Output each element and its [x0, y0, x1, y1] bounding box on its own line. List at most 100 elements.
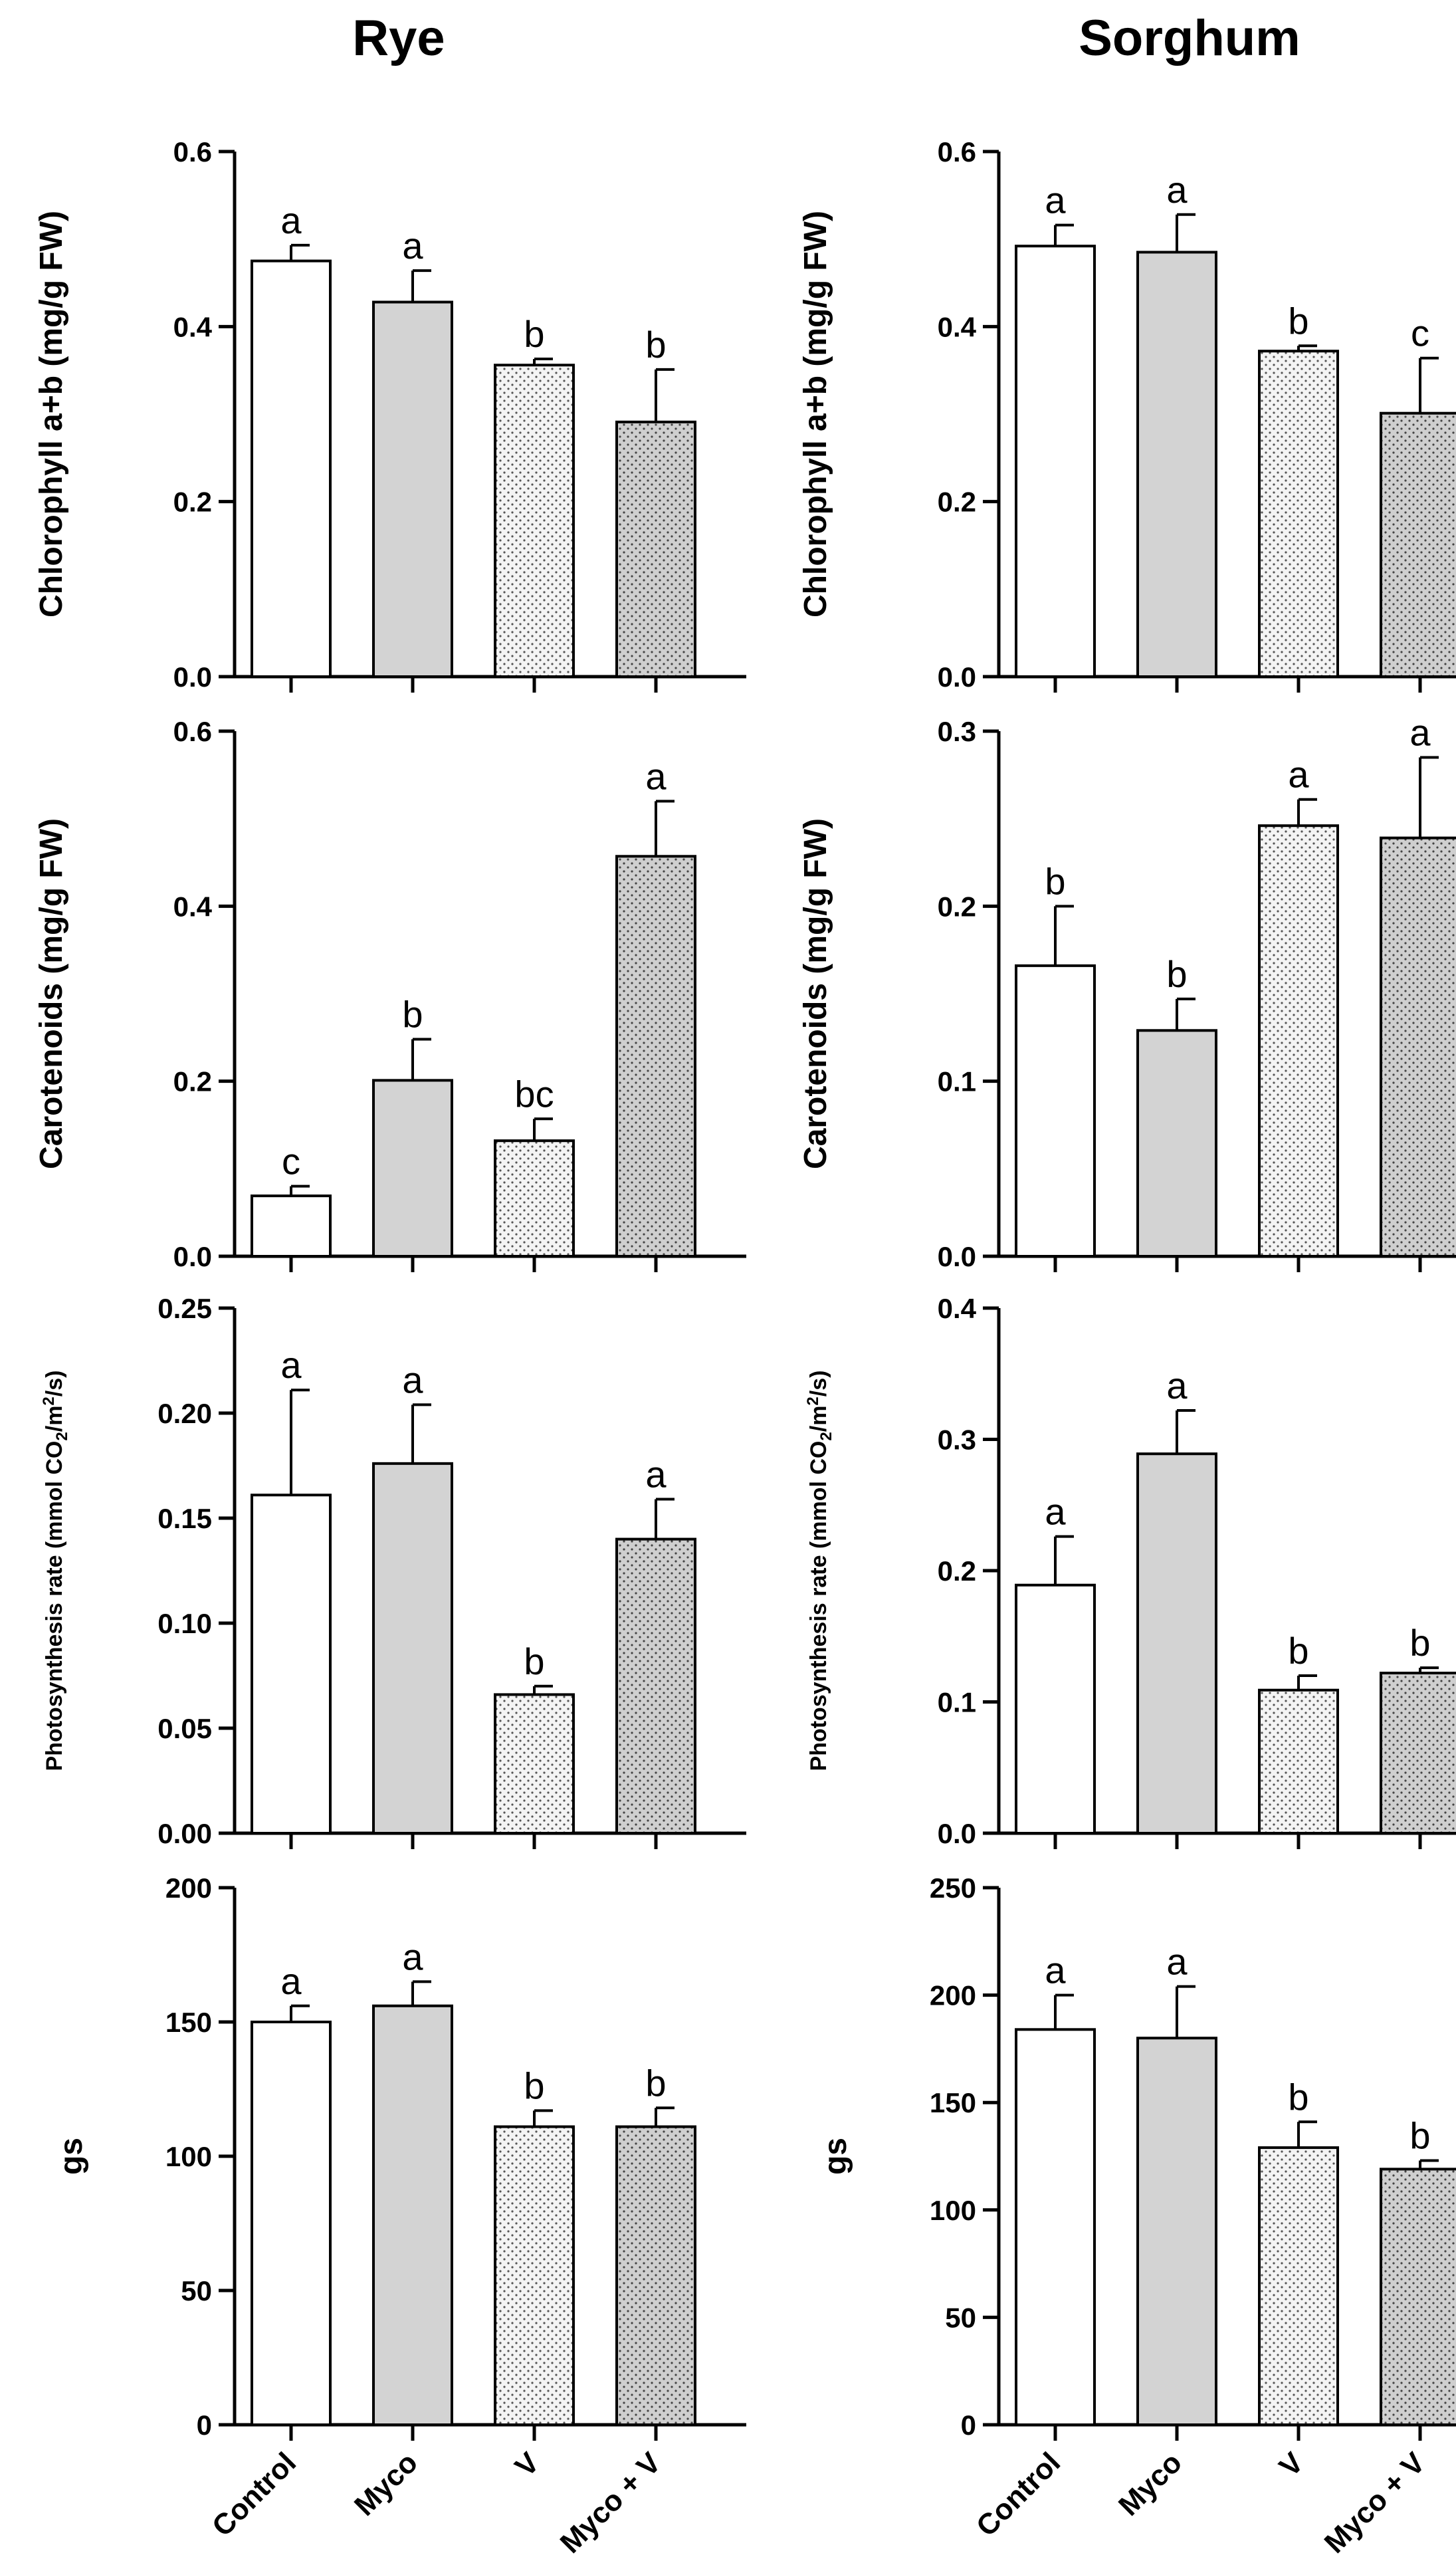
x-category-label: Myco — [1112, 2446, 1188, 2522]
bar-control — [1015, 1583, 1096, 1835]
y-tick-label: 0.0 — [173, 661, 212, 693]
bar-myco-v — [615, 2125, 696, 2427]
significance-letter: a — [1166, 1941, 1188, 1983]
bar-myco-v — [1380, 836, 1456, 1258]
significance-letter: bc — [514, 1073, 554, 1115]
x-category-label: Control — [970, 2446, 1067, 2542]
significance-letter: b — [645, 324, 666, 366]
panel-rye-photosynthesis: 0.00 0.05 0.10 0.15 0.20 0.25 Photosynthesis r… — [40, 1293, 746, 1849]
y-tick-label: 0.0 — [938, 661, 976, 693]
significance-letter: a — [280, 1344, 302, 1386]
y-tick-label: 0.2 — [173, 1066, 212, 1097]
x-category-label: Myco — [348, 2446, 424, 2522]
bar-control — [1015, 2028, 1096, 2426]
y-tick-label: 0.3 — [938, 1424, 976, 1456]
y-axis-label-sup: 2 — [40, 1396, 58, 1405]
significance-letter: b — [402, 993, 423, 1035]
significance-letter: a — [280, 199, 302, 241]
bar-myco-v — [615, 855, 696, 1258]
significance-letter: b — [524, 313, 544, 355]
bar-myco-v — [615, 420, 696, 678]
x-category-label: Myco + V — [554, 2446, 668, 2560]
y-axis-label-part: /m — [806, 1406, 831, 1432]
significance-letter: c — [1411, 312, 1429, 354]
y-tick-label: 50 — [945, 2302, 976, 2333]
y-axis-label-part: /m — [42, 1406, 67, 1432]
y-tick-label: 150 — [165, 2007, 212, 2038]
bar-myco — [372, 1462, 453, 1835]
y-tick-label: 250 — [930, 1872, 976, 1904]
y-tick-label: 200 — [930, 1980, 976, 2011]
y-axis-label: Carotenoids (mg/g FW) — [798, 818, 833, 1169]
bar-control — [1015, 964, 1096, 1258]
y-axis-label: gs — [54, 2138, 89, 2175]
significance-letter: a — [1166, 169, 1188, 211]
bar-myco — [372, 2004, 453, 2426]
y-axis-label: Chlorophyll a+b (mg/g FW) — [34, 211, 69, 617]
significance-letter: a — [1166, 1365, 1188, 1406]
bar-myco-v — [1380, 1672, 1456, 1835]
y-tick-label: 0.0 — [173, 1241, 212, 1272]
y-tick-label: 0.05 — [157, 1713, 212, 1744]
significance-letter: b — [524, 1640, 544, 1682]
bar-v — [1258, 824, 1339, 1258]
significance-letter: a — [402, 225, 423, 267]
y-tick-label: 0 — [961, 2409, 976, 2441]
y-tick-label: 0 — [197, 2409, 212, 2441]
y-tick-label: 0.6 — [938, 136, 976, 168]
bar-v — [494, 1139, 575, 1258]
y-tick-label: 200 — [165, 1872, 212, 1904]
y-tick-label: 100 — [930, 2195, 976, 2226]
y-tick-label: 0.10 — [157, 1608, 212, 1639]
bar-myco — [1136, 1029, 1217, 1258]
y-tick-label: 100 — [165, 2141, 212, 2172]
bar-control — [251, 1494, 332, 1835]
y-tick-label: 150 — [930, 2087, 976, 2118]
y-axis-label-part: /s) — [42, 1371, 67, 1397]
y-tick-label: 0.2 — [938, 891, 976, 922]
x-category-label: V — [1273, 2446, 1310, 2483]
panel-sorghum-carotenoids: 0.0 0.1 0.2 0.3 Carotenoids (mg/g FW) b b a a — [798, 712, 1456, 1272]
y-tick-label: 50 — [181, 2275, 212, 2306]
significance-letter: b — [1288, 2076, 1308, 2118]
y-tick-label: 0.1 — [938, 1687, 976, 1718]
bar-myco-v — [1380, 2168, 1456, 2427]
y-tick-label: 0.0 — [938, 1818, 976, 1849]
y-axis-label-part: Photosynthesis rate (mmol CO — [42, 1441, 67, 1771]
y-tick-label: 0.20 — [157, 1398, 212, 1429]
bar-control — [251, 259, 332, 679]
significance-letter: a — [1409, 712, 1431, 754]
y-tick-label: 0.4 — [173, 891, 213, 922]
y-tick-label: 0.3 — [938, 716, 976, 747]
significance-letter: b — [1288, 1630, 1308, 1672]
significance-letter: c — [282, 1141, 300, 1182]
significance-letter: a — [1045, 1491, 1066, 1533]
y-axis-label-sup: 2 — [804, 1396, 822, 1405]
x-category-label: Control — [206, 2446, 302, 2542]
bar-control — [1015, 245, 1096, 678]
panel-sorghum-gs: 0 50 100 150 200 250 gs a Control a Myco b Vb Myco + … — [818, 1872, 1456, 2560]
significance-letter: b — [645, 2062, 666, 2104]
significance-letter: a — [645, 755, 667, 797]
y-axis-label-sub: 2 — [53, 1432, 71, 1440]
y-axis-label: Carotenoids (mg/g FW) — [34, 818, 69, 1169]
bar-v — [494, 2125, 575, 2427]
y-axis-label: Chlorophyll a+b (mg/g FW) — [798, 211, 833, 617]
bar-v — [1258, 2146, 1339, 2427]
significance-letter: a — [645, 1454, 667, 1496]
y-tick-label: 0.2 — [938, 487, 976, 518]
bar-control — [251, 1194, 332, 1258]
y-axis-label: Photosynthesis rate (mmol CO2/m2/s) — [804, 1371, 835, 1771]
y-tick-label: 0.6 — [173, 716, 212, 747]
significance-letter: b — [1409, 1622, 1430, 1664]
bar-v — [1258, 1688, 1339, 1835]
y-tick-label: 0.0 — [938, 1241, 976, 1272]
bar-myco — [1136, 251, 1217, 678]
significance-letter: a — [402, 1359, 423, 1400]
significance-letter: b — [1045, 860, 1065, 902]
y-tick-label: 0.00 — [157, 1818, 212, 1849]
significance-letter: b — [1166, 953, 1187, 995]
bar-v — [494, 1693, 575, 1835]
bar-v — [494, 364, 575, 678]
significance-letter: a — [402, 1936, 423, 1977]
